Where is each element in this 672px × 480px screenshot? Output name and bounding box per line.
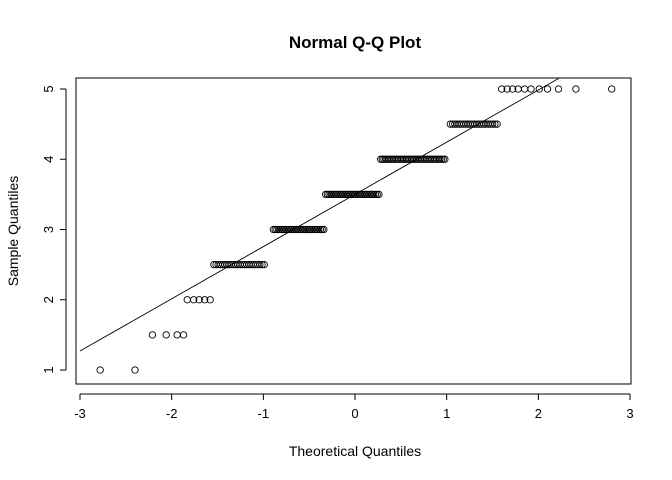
x-tick-label: -3 (74, 406, 86, 421)
data-point (180, 332, 186, 338)
qq-reference-line (80, 78, 559, 351)
plot-frame (76, 78, 631, 384)
y-tick-label: 2 (41, 296, 56, 303)
data-point (573, 86, 579, 92)
x-tick-label: 1 (443, 406, 450, 421)
chart-title: Normal Q-Q Plot (289, 33, 422, 52)
data-point (132, 367, 138, 373)
data-point (163, 332, 169, 338)
x-axis-label: Theoretical Quantiles (289, 443, 421, 459)
y-axis: 1 2 3 4 5 (41, 85, 66, 373)
data-point (184, 297, 190, 303)
x-tick-label: -1 (258, 406, 270, 421)
data-point (174, 332, 180, 338)
data-point (555, 86, 561, 92)
qq-reference-line-layer (80, 78, 559, 351)
x-tick-label: 0 (351, 406, 358, 421)
data-point (149, 332, 155, 338)
data-point (608, 86, 614, 92)
data-point (528, 86, 534, 92)
x-tick-label: 2 (535, 406, 542, 421)
x-tick-label: 3 (626, 406, 633, 421)
x-tick-label: -2 (166, 406, 178, 421)
y-tick-label: 4 (41, 156, 56, 163)
y-axis-label: Sample Quantiles (5, 176, 21, 287)
data-points (97, 86, 615, 373)
y-tick-label: 5 (41, 85, 56, 92)
data-point (97, 367, 103, 373)
y-tick-label: 1 (41, 366, 56, 373)
x-axis: -3 -2 -1 0 1 2 3 (74, 394, 633, 421)
data-point (521, 86, 527, 92)
data-point (544, 86, 550, 92)
y-tick-label: 3 (41, 226, 56, 233)
